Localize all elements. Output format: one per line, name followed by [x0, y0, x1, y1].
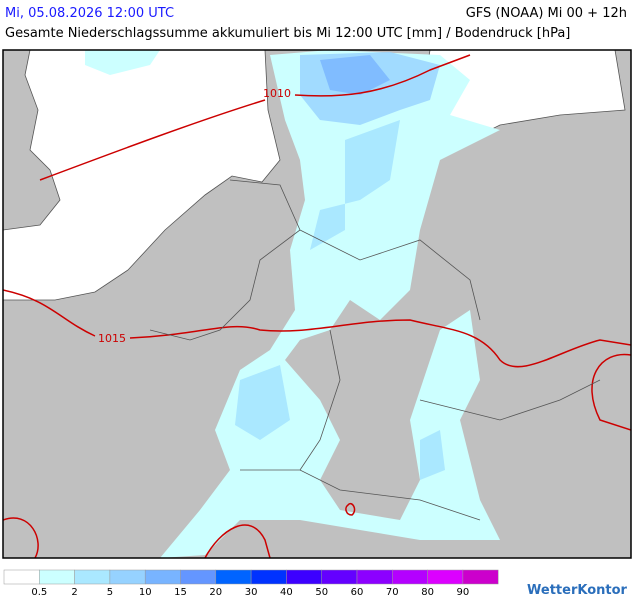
borders — [149, 179, 601, 521]
legend-label: 20 — [209, 587, 222, 598]
date: Mi, 05.08.2026 12:00 UTC — [5, 6, 175, 21]
title: Gesamte Niederschlagssumme akkumuliert b… — [5, 26, 571, 41]
legend-swatch — [462, 569, 499, 585]
legend-swatch — [250, 569, 287, 585]
legend-swatch — [215, 569, 252, 585]
isobar — [3, 289, 631, 368]
legend-label: 50 — [315, 587, 328, 598]
precip — [85, 50, 160, 75]
legend-label: 2 — [71, 587, 77, 598]
isobar — [39, 54, 471, 181]
isobar — [345, 503, 356, 516]
precip — [320, 55, 390, 95]
legend-swatch — [3, 569, 40, 585]
legend-swatch — [180, 569, 217, 585]
legend-label: 0.5 — [31, 587, 47, 598]
isobar — [3, 517, 271, 558]
legend-label: 70 — [386, 587, 399, 598]
legend-label: 40 — [280, 587, 293, 598]
legend-swatch — [109, 569, 146, 585]
isobar-label: 1010 — [263, 87, 291, 100]
map-area — [3, 50, 631, 558]
legend-label: 5 — [107, 587, 113, 598]
legend-swatch — [144, 569, 181, 585]
legend-label: 10 — [139, 587, 152, 598]
legend: 0.5 2 5 10 15 20 30 40 50 60 70 80 90 — [3, 569, 499, 598]
legend-swatch — [39, 569, 75, 585]
map-frame — [2, 49, 632, 559]
isobar — [591, 353, 631, 431]
legend-swatch — [74, 569, 111, 585]
legend-swatch — [427, 569, 464, 585]
legend-swatch — [321, 569, 358, 585]
legend-label: 30 — [245, 587, 258, 598]
legend-swatch — [286, 569, 322, 585]
model: GFS (NOAA) Mi 00 + 12h — [465, 6, 627, 21]
legend-label: 80 — [421, 587, 434, 598]
legend-label: 60 — [351, 587, 364, 598]
legend-label: 90 — [457, 587, 470, 598]
precip — [235, 365, 290, 440]
logo: WetterKontor — [527, 583, 628, 598]
legend-swatch — [356, 569, 393, 585]
isobar-label: 1015 — [98, 332, 126, 345]
precip — [420, 430, 445, 480]
legend-label: 15 — [174, 587, 187, 598]
legend-swatch — [392, 569, 428, 585]
north-sea — [3, 50, 281, 301]
precip — [310, 120, 400, 250]
